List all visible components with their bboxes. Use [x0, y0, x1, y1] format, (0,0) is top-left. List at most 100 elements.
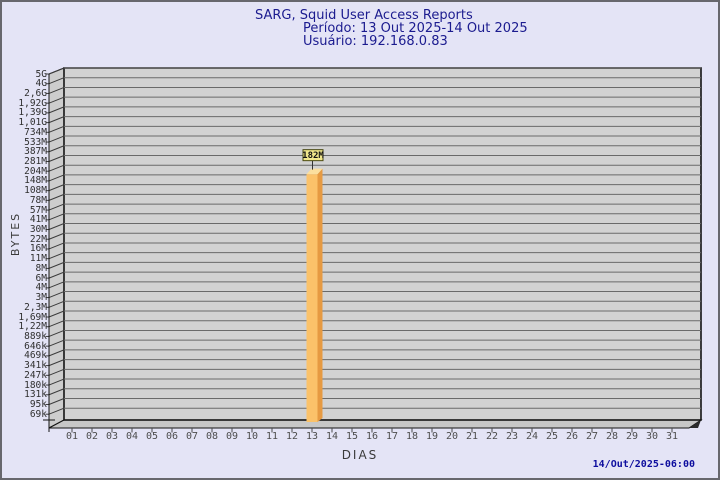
- wall-diagonal: [48, 86, 65, 94]
- wall-diagonal: [48, 145, 65, 153]
- y-tick-label: 734M: [24, 126, 47, 138]
- y-tick-label: 57M: [29, 204, 47, 216]
- wall-diagonal: [48, 310, 65, 318]
- y-tick-label: 6M: [35, 272, 47, 284]
- y-tick-label: 2,3M: [24, 301, 47, 313]
- y-tick-label: 4M: [35, 282, 47, 294]
- wall-diagonal: [48, 291, 65, 299]
- wall-diagonal: [48, 242, 65, 250]
- y-tick-label: 148M: [24, 175, 47, 187]
- wall-diagonal: [48, 252, 65, 260]
- wall-diagonal: [48, 378, 65, 386]
- bar-front: [306, 174, 318, 422]
- x-tick-label: 25: [545, 431, 559, 442]
- x-tick-label: 12: [285, 431, 299, 442]
- y-tick-label: 11M: [29, 253, 47, 265]
- wall-diagonal: [48, 213, 65, 221]
- y-tick-label: 69k: [29, 408, 47, 420]
- x-tick-label: 19: [425, 431, 439, 442]
- y-tick-label: 204M: [24, 165, 47, 177]
- y-tick-label: 180k: [24, 379, 47, 391]
- x-tick-label: 01: [65, 431, 79, 442]
- y-tick-label: 1,01G: [18, 117, 47, 129]
- x-tick-label: 30: [645, 431, 659, 442]
- x-tick-label: 11: [265, 431, 279, 442]
- x-tick-label: 02: [85, 431, 99, 442]
- wall-diagonal: [48, 329, 65, 337]
- y-tick-label: 8M: [35, 262, 47, 274]
- wall-diagonal: [48, 388, 65, 396]
- x-tick-label: 27: [585, 431, 599, 442]
- x-tick-label: 15: [345, 431, 359, 442]
- x-tick-label: 28: [605, 431, 619, 442]
- wall-diagonal: [48, 67, 65, 75]
- y-tick-label: 41M: [29, 214, 47, 226]
- wall-diagonal: [48, 320, 65, 328]
- wall-diagonal: [48, 116, 65, 124]
- y-tick-label: 646k: [24, 340, 47, 352]
- wall-diagonal: [48, 281, 65, 289]
- y-tick-label: 533M: [24, 136, 47, 148]
- wall-diagonal: [48, 125, 65, 133]
- x-tick-label: 20: [445, 431, 459, 442]
- x-tick-label: 26: [565, 431, 579, 442]
- x-tick-label: 31: [665, 431, 679, 442]
- wall-diagonal: [48, 96, 65, 104]
- y-tick-label: 387M: [24, 146, 47, 158]
- x-tick-label: 23: [505, 431, 519, 442]
- y-tick-label: 889k: [24, 330, 47, 342]
- y-tick-label: 5G: [35, 68, 47, 80]
- x-tick-label: 06: [165, 431, 179, 442]
- x-tick-label: 08: [205, 431, 219, 442]
- y-tick-label: 469k: [24, 350, 47, 362]
- wall-diagonal: [48, 271, 65, 279]
- plot-area: [63, 67, 702, 421]
- y-tick-label: 1,22M: [18, 321, 47, 333]
- x-tick-label: 29: [625, 431, 639, 442]
- wall-diagonal: [48, 223, 65, 230]
- wall-diagonal: [48, 193, 65, 201]
- y-tick-label: 3M: [35, 292, 47, 304]
- wall-diagonal: [48, 232, 65, 240]
- wall-diagonal: [48, 155, 65, 162]
- wall-diagonal: [48, 398, 65, 405]
- bar-top: [306, 168, 323, 175]
- x-tick-label: 04: [125, 431, 139, 442]
- wall-diagonal: [48, 135, 65, 143]
- y-tick-label: 78M: [29, 194, 47, 206]
- x-tick-label: 24: [525, 431, 539, 442]
- bar-side: [317, 168, 323, 422]
- x-tick-label: 14: [325, 431, 339, 442]
- x-tick-label: 22: [485, 431, 499, 442]
- wall-diagonal: [48, 339, 65, 347]
- wall-diagonal: [48, 106, 65, 114]
- wall-diagonal: [48, 261, 65, 269]
- y-tick-label: 1,39G: [18, 107, 47, 119]
- wall-diagonal: [48, 368, 65, 376]
- x-tick-label: 13: [305, 431, 319, 442]
- y-tick-label: 341k: [24, 360, 47, 372]
- wall-diagonal: [48, 184, 65, 192]
- x-tick-label: 07: [185, 431, 199, 442]
- x-tick-label: 10: [245, 431, 259, 442]
- y-tick-label: 281M: [24, 155, 47, 167]
- y-tick-label: 4G: [35, 78, 47, 90]
- chart-subtitle-user: Usuário: 192.168.0.83: [303, 34, 448, 49]
- wall-diagonal: [48, 359, 65, 367]
- x-axis-title: DIAS: [341, 448, 379, 462]
- y-tick-label: 247k: [24, 369, 47, 381]
- wall-diagonal: [48, 174, 65, 182]
- y-tick-label: 1,92G: [18, 97, 47, 109]
- bar-value-label-box: [302, 149, 324, 162]
- y-tick-label: 16M: [29, 243, 47, 255]
- bar-value-label: 182M: [302, 151, 324, 161]
- wall-diagonal: [48, 164, 65, 172]
- y-tick-label: 95k: [29, 398, 47, 410]
- wall-diagonal: [48, 77, 65, 85]
- chart-subtitle-period: Período: 13 Out 2025-14 Out 2025: [303, 21, 528, 36]
- x-tick-label: 03: [105, 431, 119, 442]
- wall-diagonal: [48, 203, 65, 211]
- wall-diagonal: [48, 349, 65, 357]
